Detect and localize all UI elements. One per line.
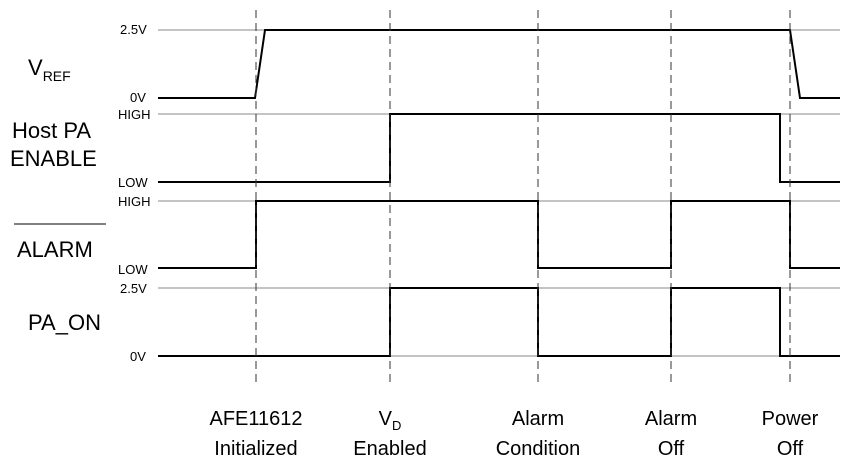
event-label-alarm-off-line2: Off [658, 438, 685, 460]
level-label-alarm-low: LOW [118, 262, 148, 277]
event-label-alarm-cond-line1: Alarm [512, 408, 564, 430]
event-label-vd-line2: Enabled [353, 438, 426, 460]
signal-label-host-pa-line1: Host PA [12, 118, 91, 143]
level-label-vref-high: 2.5V [120, 22, 147, 37]
event-label-power-off-line2: Off [777, 438, 804, 460]
signal-label-vref: VREF [28, 55, 71, 84]
event-label-alarm-off-line1: Alarm [645, 408, 697, 430]
event-label-afe-line1: AFE11612 [209, 408, 302, 430]
signal-label-pa-on: PA_ON [28, 310, 101, 335]
level-label-alarm-high: HIGH [118, 194, 151, 209]
waveform-vref [158, 29, 840, 99]
level-label-pa-on-high: 2.5V [120, 281, 147, 296]
waveform-pa-on [158, 287, 840, 357]
signal-label-alarm: ALARM [17, 237, 93, 262]
event-label-power-off-line1: Power [762, 408, 819, 430]
event-label-alarm-cond-line2: Condition [496, 438, 581, 460]
level-label-host-low: LOW [118, 175, 148, 190]
level-label-vref-low: 0V [130, 90, 146, 105]
event-label-afe-line2: Initialized [214, 438, 297, 460]
signal-label-host-pa-line2: ENABLE [10, 146, 97, 171]
level-label-pa-on-low: 0V [130, 349, 146, 364]
event-label-vd-line1: VD [379, 408, 402, 433]
level-label-host-high: HIGH [118, 107, 151, 122]
waveform-host-pa-enable [158, 113, 840, 183]
waveform-alarm [158, 200, 840, 269]
